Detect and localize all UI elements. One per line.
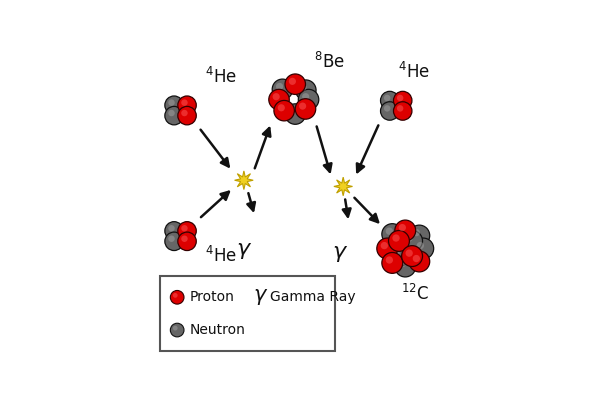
Circle shape <box>394 91 412 110</box>
Circle shape <box>295 99 316 119</box>
Circle shape <box>299 102 306 110</box>
Circle shape <box>398 260 406 267</box>
Circle shape <box>289 78 296 85</box>
Text: Gamma Ray: Gamma Ray <box>270 290 356 304</box>
Circle shape <box>272 93 280 100</box>
Circle shape <box>173 326 178 330</box>
Circle shape <box>285 104 305 124</box>
Circle shape <box>406 235 413 242</box>
Circle shape <box>389 231 409 251</box>
Circle shape <box>178 232 196 251</box>
Text: $^4$He: $^4$He <box>205 245 237 266</box>
Circle shape <box>302 93 309 100</box>
Circle shape <box>289 108 296 115</box>
Circle shape <box>299 84 307 91</box>
FancyBboxPatch shape <box>160 276 335 351</box>
Circle shape <box>168 100 175 106</box>
Text: $\gamma$: $\gamma$ <box>253 287 268 307</box>
Text: $^{12}$C: $^{12}$C <box>401 284 429 304</box>
Circle shape <box>409 251 430 272</box>
Circle shape <box>377 238 398 259</box>
Circle shape <box>272 79 293 100</box>
Text: Proton: Proton <box>190 290 235 304</box>
Circle shape <box>384 105 391 112</box>
Circle shape <box>170 323 184 337</box>
Circle shape <box>413 229 420 236</box>
Circle shape <box>298 89 319 110</box>
Circle shape <box>384 95 391 101</box>
Circle shape <box>406 249 413 257</box>
Circle shape <box>178 222 196 240</box>
Circle shape <box>168 225 175 232</box>
Circle shape <box>401 231 422 251</box>
Circle shape <box>181 100 188 106</box>
Circle shape <box>397 105 403 112</box>
Circle shape <box>409 225 430 246</box>
Circle shape <box>380 102 399 120</box>
Circle shape <box>168 235 175 242</box>
Circle shape <box>285 74 305 94</box>
Circle shape <box>398 224 406 231</box>
Circle shape <box>173 293 178 298</box>
Circle shape <box>389 246 409 266</box>
Circle shape <box>382 224 403 245</box>
Circle shape <box>392 249 400 257</box>
Circle shape <box>395 256 416 277</box>
Circle shape <box>380 91 399 110</box>
Circle shape <box>181 235 188 242</box>
Circle shape <box>165 222 184 240</box>
Circle shape <box>382 252 403 273</box>
Circle shape <box>178 106 196 125</box>
Text: $^4$He: $^4$He <box>205 67 237 87</box>
Text: $\gamma$: $\gamma$ <box>236 241 252 261</box>
Circle shape <box>178 96 196 114</box>
Circle shape <box>394 102 412 120</box>
Circle shape <box>276 83 283 90</box>
Circle shape <box>165 232 184 251</box>
Circle shape <box>413 255 420 262</box>
Circle shape <box>401 246 422 266</box>
Circle shape <box>416 242 424 249</box>
Polygon shape <box>235 171 253 189</box>
Circle shape <box>413 238 434 259</box>
Circle shape <box>395 220 416 241</box>
Circle shape <box>274 100 295 121</box>
Circle shape <box>170 291 184 304</box>
Text: $^4$He: $^4$He <box>398 62 430 83</box>
Circle shape <box>165 96 184 114</box>
Circle shape <box>278 104 285 111</box>
Text: $\gamma$: $\gamma$ <box>332 244 348 264</box>
Text: $^8$Be: $^8$Be <box>314 52 344 72</box>
Circle shape <box>392 235 400 242</box>
Circle shape <box>397 95 403 101</box>
Text: Neutron: Neutron <box>190 323 245 337</box>
Circle shape <box>269 89 289 110</box>
Circle shape <box>386 228 393 235</box>
Polygon shape <box>334 177 352 196</box>
Circle shape <box>296 80 316 100</box>
Circle shape <box>181 225 188 232</box>
Circle shape <box>181 110 188 116</box>
Circle shape <box>380 242 388 249</box>
Circle shape <box>165 106 184 125</box>
Circle shape <box>168 110 175 116</box>
Circle shape <box>386 256 393 264</box>
